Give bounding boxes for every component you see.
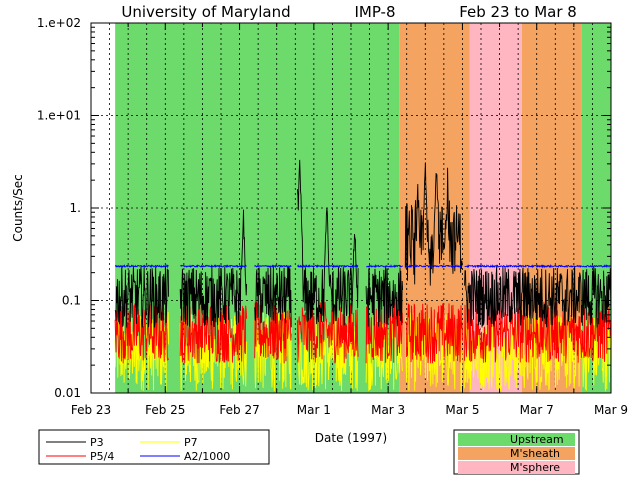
series-a21000-line-0 — [115, 264, 169, 269]
title-date-range: Feb 23 to Mar 8 — [459, 3, 577, 21]
region-legend-label-0: Upstream — [510, 433, 564, 446]
region-legend-label-2: M'sphere — [510, 461, 560, 474]
legend-label-p7: P7 — [184, 436, 198, 449]
series-p3-line-4 — [365, 266, 404, 327]
y-tick-label: 0.01 — [54, 386, 81, 400]
series-a21000-line-2 — [254, 264, 292, 269]
series-p7-line-1 — [179, 312, 248, 392]
x-tick-label: Mar 1 — [297, 403, 331, 417]
y-tick-label: 0.1 — [62, 294, 81, 308]
x-tick-label: Mar 5 — [445, 403, 479, 417]
region-legend-label-1: M'sheath — [510, 447, 560, 460]
legend-label-p3: P3 — [90, 436, 104, 449]
x-tick-label: Mar 9 — [594, 403, 628, 417]
x-tick-label: Mar 7 — [520, 403, 554, 417]
chart-title: University of Maryland IMP-8 Feb 23 to M… — [121, 3, 576, 21]
series-p3-line-6 — [464, 265, 612, 328]
series-p3-line-1 — [179, 209, 248, 327]
series — [114, 159, 612, 393]
series-p3-line-2 — [254, 265, 292, 328]
series-a21000-line-1 — [180, 264, 247, 269]
x-tick-label: Feb 27 — [219, 403, 259, 417]
series-p54-line-3 — [296, 301, 359, 364]
x-tick-labels: Feb 23 Feb 25 Feb 27 Mar 1 Mar 3 Mar 5 Mar 7 Ma… — [71, 403, 628, 417]
region-legend-swatch-2 — [458, 461, 575, 474]
x-axis-label: Date (1997) — [315, 431, 387, 445]
legend-label-p54: P5/4 — [90, 450, 114, 463]
region-legend-swatch-1 — [458, 447, 575, 460]
series-p54-line-6 — [464, 301, 612, 364]
title-spacecraft: IMP-8 — [354, 3, 395, 21]
series-p54-line-2 — [254, 301, 292, 364]
series-a21000-line-3 — [297, 264, 359, 269]
series-a21000-line-4 — [365, 263, 403, 269]
axis-ticks — [90, 22, 612, 394]
series-p3-line-0 — [114, 265, 170, 328]
y-tick-label: 1. — [70, 201, 81, 215]
region-legend-swatch-0 — [458, 433, 575, 446]
y-tick-labels: 0.01 0.1 1. 1.e+01 1.e+02 — [37, 16, 81, 400]
series-a21000-line-6 — [464, 263, 612, 269]
series-p3-line-3 — [296, 159, 359, 326]
series-p7-line-3 — [296, 314, 359, 391]
y-axis-label: Counts/Sec — [11, 174, 25, 242]
y-tick-label: 1.e+01 — [37, 109, 81, 123]
legend-label-a21000: A2/1000 — [184, 450, 230, 463]
x-tick-label: Mar 3 — [371, 403, 405, 417]
series-p54-line-5 — [404, 303, 463, 364]
y-tick-label: 1.e+02 — [37, 16, 81, 30]
title-institution: University of Maryland — [121, 3, 290, 21]
series-legend-box — [38, 429, 270, 465]
x-tick-label: Feb 25 — [145, 403, 185, 417]
x-tick-label: Feb 23 — [71, 403, 111, 417]
series-p3-line-5 — [404, 162, 463, 286]
series-a21000-line-5 — [404, 263, 463, 269]
